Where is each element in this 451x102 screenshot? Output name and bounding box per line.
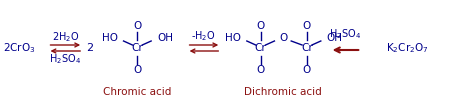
Text: K$_2$Cr$_2$O$_7$: K$_2$Cr$_2$O$_7$ [386,41,428,55]
Text: O: O [133,21,141,31]
Text: O: O [302,21,310,31]
Text: OH: OH [156,33,173,43]
Text: Chromic acid: Chromic acid [103,87,171,97]
Text: Dichromic acid: Dichromic acid [244,87,322,97]
Text: OH: OH [326,33,342,43]
Text: Cr: Cr [131,43,143,53]
Text: O: O [302,65,310,75]
Text: Cr: Cr [254,43,266,53]
Text: O: O [256,65,264,75]
Text: HO: HO [101,33,117,43]
Text: 2CrO$_3$: 2CrO$_3$ [3,41,35,55]
Text: Cr: Cr [300,43,312,53]
Text: O: O [256,21,264,31]
Text: -H$_2$O: -H$_2$O [191,29,215,43]
Text: 2: 2 [86,43,93,53]
Text: 2H$_2$O: 2H$_2$O [51,30,79,44]
Text: HO: HO [225,33,240,43]
Text: H$_2$SO$_4$: H$_2$SO$_4$ [49,52,81,66]
Text: O: O [279,33,287,43]
Text: H$_2$SO$_4$: H$_2$SO$_4$ [329,27,361,41]
Text: O: O [133,65,141,75]
